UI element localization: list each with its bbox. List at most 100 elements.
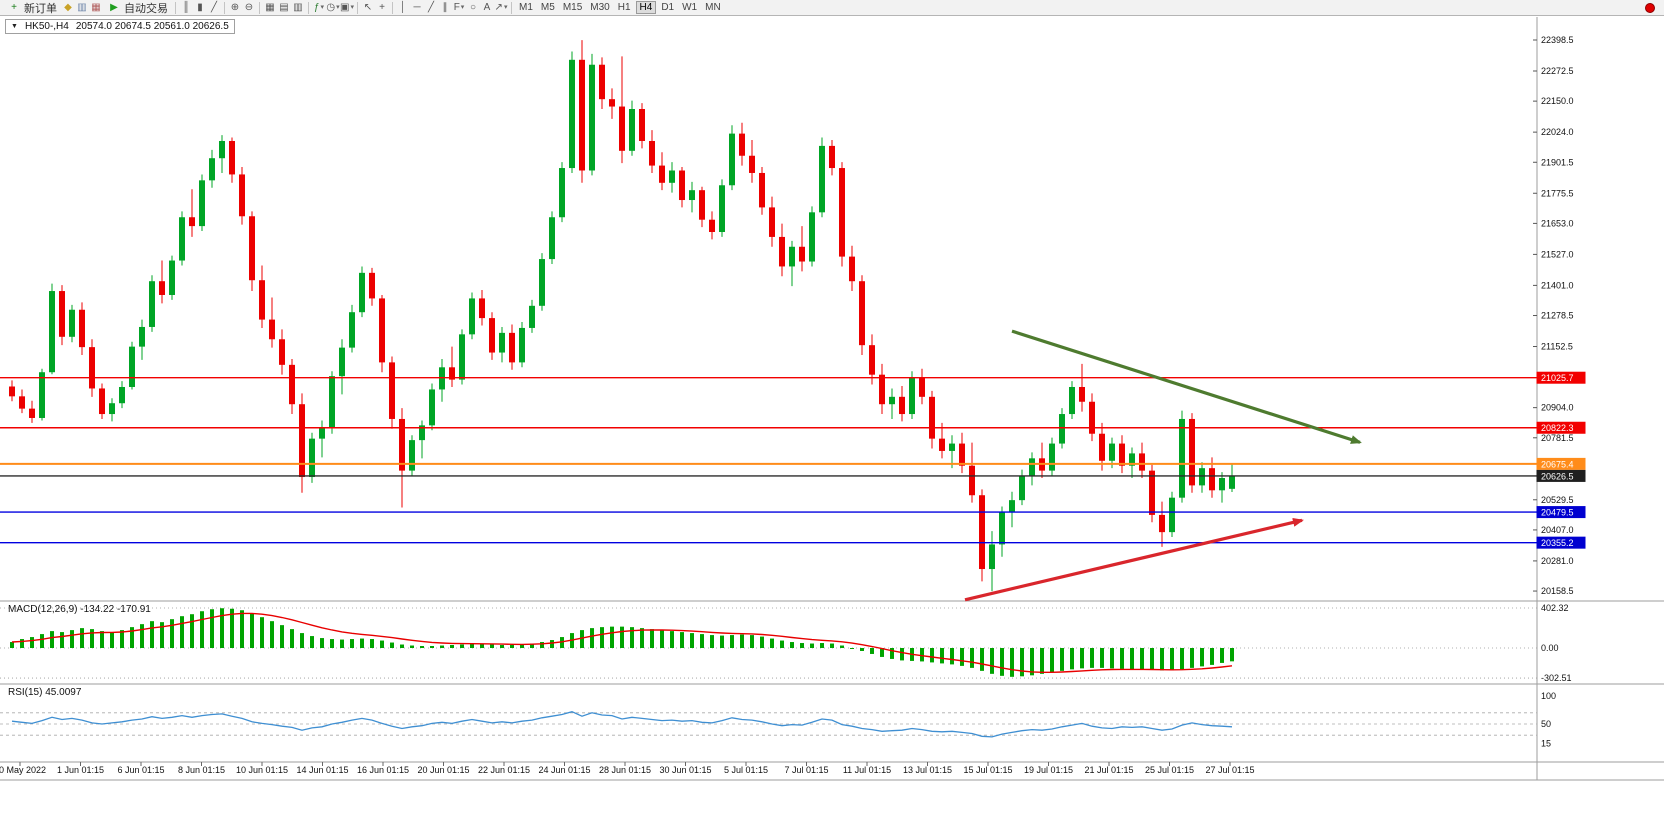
notification-icon[interactable] (1645, 2, 1655, 13)
svg-text:22272.5: 22272.5 (1541, 66, 1574, 76)
auto-trading-button[interactable]: ▶ 自动交易 (103, 1, 172, 15)
auto-trading-icon: ▶ (110, 2, 118, 13)
red-uptrend-arrow[interactable] (964, 518, 1304, 602)
terminal-icon[interactable]: ▦ (91, 2, 101, 13)
svg-text:20781.5: 20781.5 (1541, 433, 1574, 443)
fibonacci-icon-caret[interactable]: ▾ (460, 4, 465, 11)
svg-text:22398.5: 22398.5 (1541, 35, 1574, 45)
current-price-line-badge (1536, 469, 1586, 482)
svg-text:-302.51: -302.51 (1541, 673, 1572, 683)
svg-text:21152.5: 21152.5 (1541, 342, 1573, 352)
chart-title-tab: ▼ HK50-,H4 20574.0 20674.5 20561.0 20626… (5, 19, 235, 34)
shapes-icon[interactable]: ○ (469, 2, 477, 13)
channel-icon[interactable]: ∥ (442, 2, 448, 13)
macd-panel: 402.32 0.00 -302.51 (0, 603, 1572, 683)
rsi-panel: 100 50 15 (0, 691, 1556, 749)
templates-icon[interactable]: ▣ ▾ (340, 2, 354, 13)
tile-windows-icon[interactable]: ▦ (265, 2, 275, 13)
templates-icon-caret[interactable]: ▾ (350, 4, 354, 11)
auto-trading-label: 自动交易 (124, 2, 168, 15)
svg-text:25 Jul 01:15: 25 Jul 01:15 (1145, 765, 1194, 775)
cascade-windows-icon[interactable]: ▤ (279, 2, 289, 13)
auto-arrange-icon[interactable]: ▥ (293, 2, 303, 13)
bar-chart-icon[interactable]: ║ (182, 2, 190, 13)
svg-text:27 Jul 01:15: 27 Jul 01:15 (1205, 765, 1254, 775)
svg-text:14 Jun 01:15: 14 Jun 01:15 (296, 765, 348, 775)
vertical-line-icon[interactable]: │ (399, 2, 407, 13)
svg-text:28 Jun 01:15: 28 Jun 01:15 (599, 765, 651, 775)
horizontal-level-lines[interactable]: 21025.7 20822.3 20675.4 20626.5 20479.5 20355… (0, 371, 1586, 549)
svg-text:7 Jul 01:15: 7 Jul 01:15 (784, 765, 828, 775)
svg-text:13 Jul 01:15: 13 Jul 01:15 (903, 765, 952, 775)
svg-text:50: 50 (1541, 719, 1551, 729)
zoom-out-icon[interactable]: ⊖ (244, 2, 254, 13)
trendline-icon[interactable]: ╱ (427, 2, 435, 13)
charts-icon[interactable]: ▥ (77, 2, 87, 13)
svg-text:21278.5: 21278.5 (1541, 311, 1574, 321)
svg-text:5 Jul 01:15: 5 Jul 01:15 (724, 765, 768, 775)
orange-support-line-badge (1536, 457, 1586, 470)
svg-text:21653.0: 21653.0 (1541, 218, 1574, 228)
svg-text:20675.4: 20675.4 (1541, 459, 1574, 469)
svg-text:21775.5: 21775.5 (1541, 188, 1574, 198)
cursor-icon[interactable]: ↖ (363, 2, 373, 13)
timeframe-h4[interactable]: H4 (635, 1, 657, 14)
line-chart-icon[interactable]: ╱ (210, 2, 218, 13)
trend-arrows[interactable] (964, 329, 1362, 602)
svg-text:30 May 2022: 30 May 2022 (0, 765, 46, 775)
svg-text:20904.0: 20904.0 (1541, 403, 1574, 413)
timeframe-m30[interactable]: M30 (590, 2, 610, 13)
svg-text:402.32: 402.32 (1541, 603, 1569, 613)
market-watch-icon[interactable]: ◆ (64, 2, 72, 13)
svg-text:22 Jun 01:15: 22 Jun 01:15 (478, 765, 530, 775)
svg-text:21 Jul 01:15: 21 Jul 01:15 (1084, 765, 1133, 775)
svg-text:20626.5: 20626.5 (1541, 471, 1574, 481)
svg-text:20822.3: 20822.3 (1541, 423, 1574, 433)
svg-text:20355.2: 20355.2 (1541, 538, 1574, 548)
chart-symbol-period: HK50-,H4 (24, 21, 69, 32)
new-order-label: 新订单 (24, 2, 57, 15)
chart-ohlc-values: 20574.0 20674.5 20561.0 20626.5 (75, 21, 229, 32)
periods-icon[interactable]: ◷ ▾ (326, 2, 340, 13)
svg-text:20158.5: 20158.5 (1541, 586, 1574, 596)
indicators-icon-caret[interactable]: ▾ (320, 4, 325, 11)
fibonacci-icon[interactable]: F ▾ (453, 2, 465, 13)
timeframe-mn[interactable]: MN (705, 2, 721, 13)
svg-text:22150.0: 22150.0 (1541, 96, 1574, 106)
svg-text:20407.0: 20407.0 (1541, 525, 1574, 535)
horizontal-line-icon[interactable]: ─ (413, 2, 421, 13)
timeframe-m15[interactable]: M15 (562, 2, 583, 13)
svg-text:20479.5: 20479.5 (1541, 508, 1574, 518)
new-order-button[interactable]: + 新订单 (3, 1, 61, 15)
candlestick-series (9, 40, 1235, 592)
text-icon[interactable]: A (483, 2, 491, 13)
support-line-1-badge (1536, 506, 1586, 519)
rsi-value: 45.0097 (45, 687, 82, 698)
collapse-icon[interactable]: ▼ (11, 23, 18, 30)
panel-frame (0, 17, 1664, 781)
crosshair-icon[interactable]: + (379, 2, 385, 13)
svg-text:20 Jun 01:15: 20 Jun 01:15 (417, 765, 469, 775)
timeframe-h1[interactable]: H1 (617, 2, 631, 13)
svg-text:11 Jul 01:15: 11 Jul 01:15 (843, 765, 891, 775)
time-axis: 30 May 2022 1 Jun 01:15 6 Jun 01:15 8 Jun 0… (0, 762, 1255, 775)
periods-icon-caret[interactable]: ▾ (336, 4, 340, 11)
resistance-line-2-badge (1536, 421, 1586, 434)
new-order-icon: + (11, 2, 17, 13)
indicators-icon[interactable]: ƒ ▾ (313, 2, 325, 13)
svg-text:20529.5: 20529.5 (1541, 495, 1574, 505)
resistance-line-1-badge (1536, 371, 1586, 384)
timeframe-m5[interactable]: M5 (540, 2, 555, 13)
green-downtrend-arrow[interactable] (1011, 329, 1362, 444)
zoom-in-icon[interactable]: ⊕ (230, 2, 240, 13)
candlestick-icon[interactable]: ▮ (197, 2, 203, 13)
macd-name: MACD(12,26,9) (8, 604, 78, 615)
svg-text:15 Jul 01:15: 15 Jul 01:15 (963, 765, 1012, 775)
arrows-icon-caret[interactable]: ▾ (503, 4, 508, 11)
timeframe-m1[interactable]: M1 (519, 2, 533, 13)
svg-text:0.00: 0.00 (1541, 643, 1559, 653)
timeframe-w1[interactable]: W1 (682, 2, 698, 13)
arrows-icon[interactable]: ↗ ▾ (494, 2, 508, 13)
timeframe-d1[interactable]: D1 (661, 2, 675, 13)
